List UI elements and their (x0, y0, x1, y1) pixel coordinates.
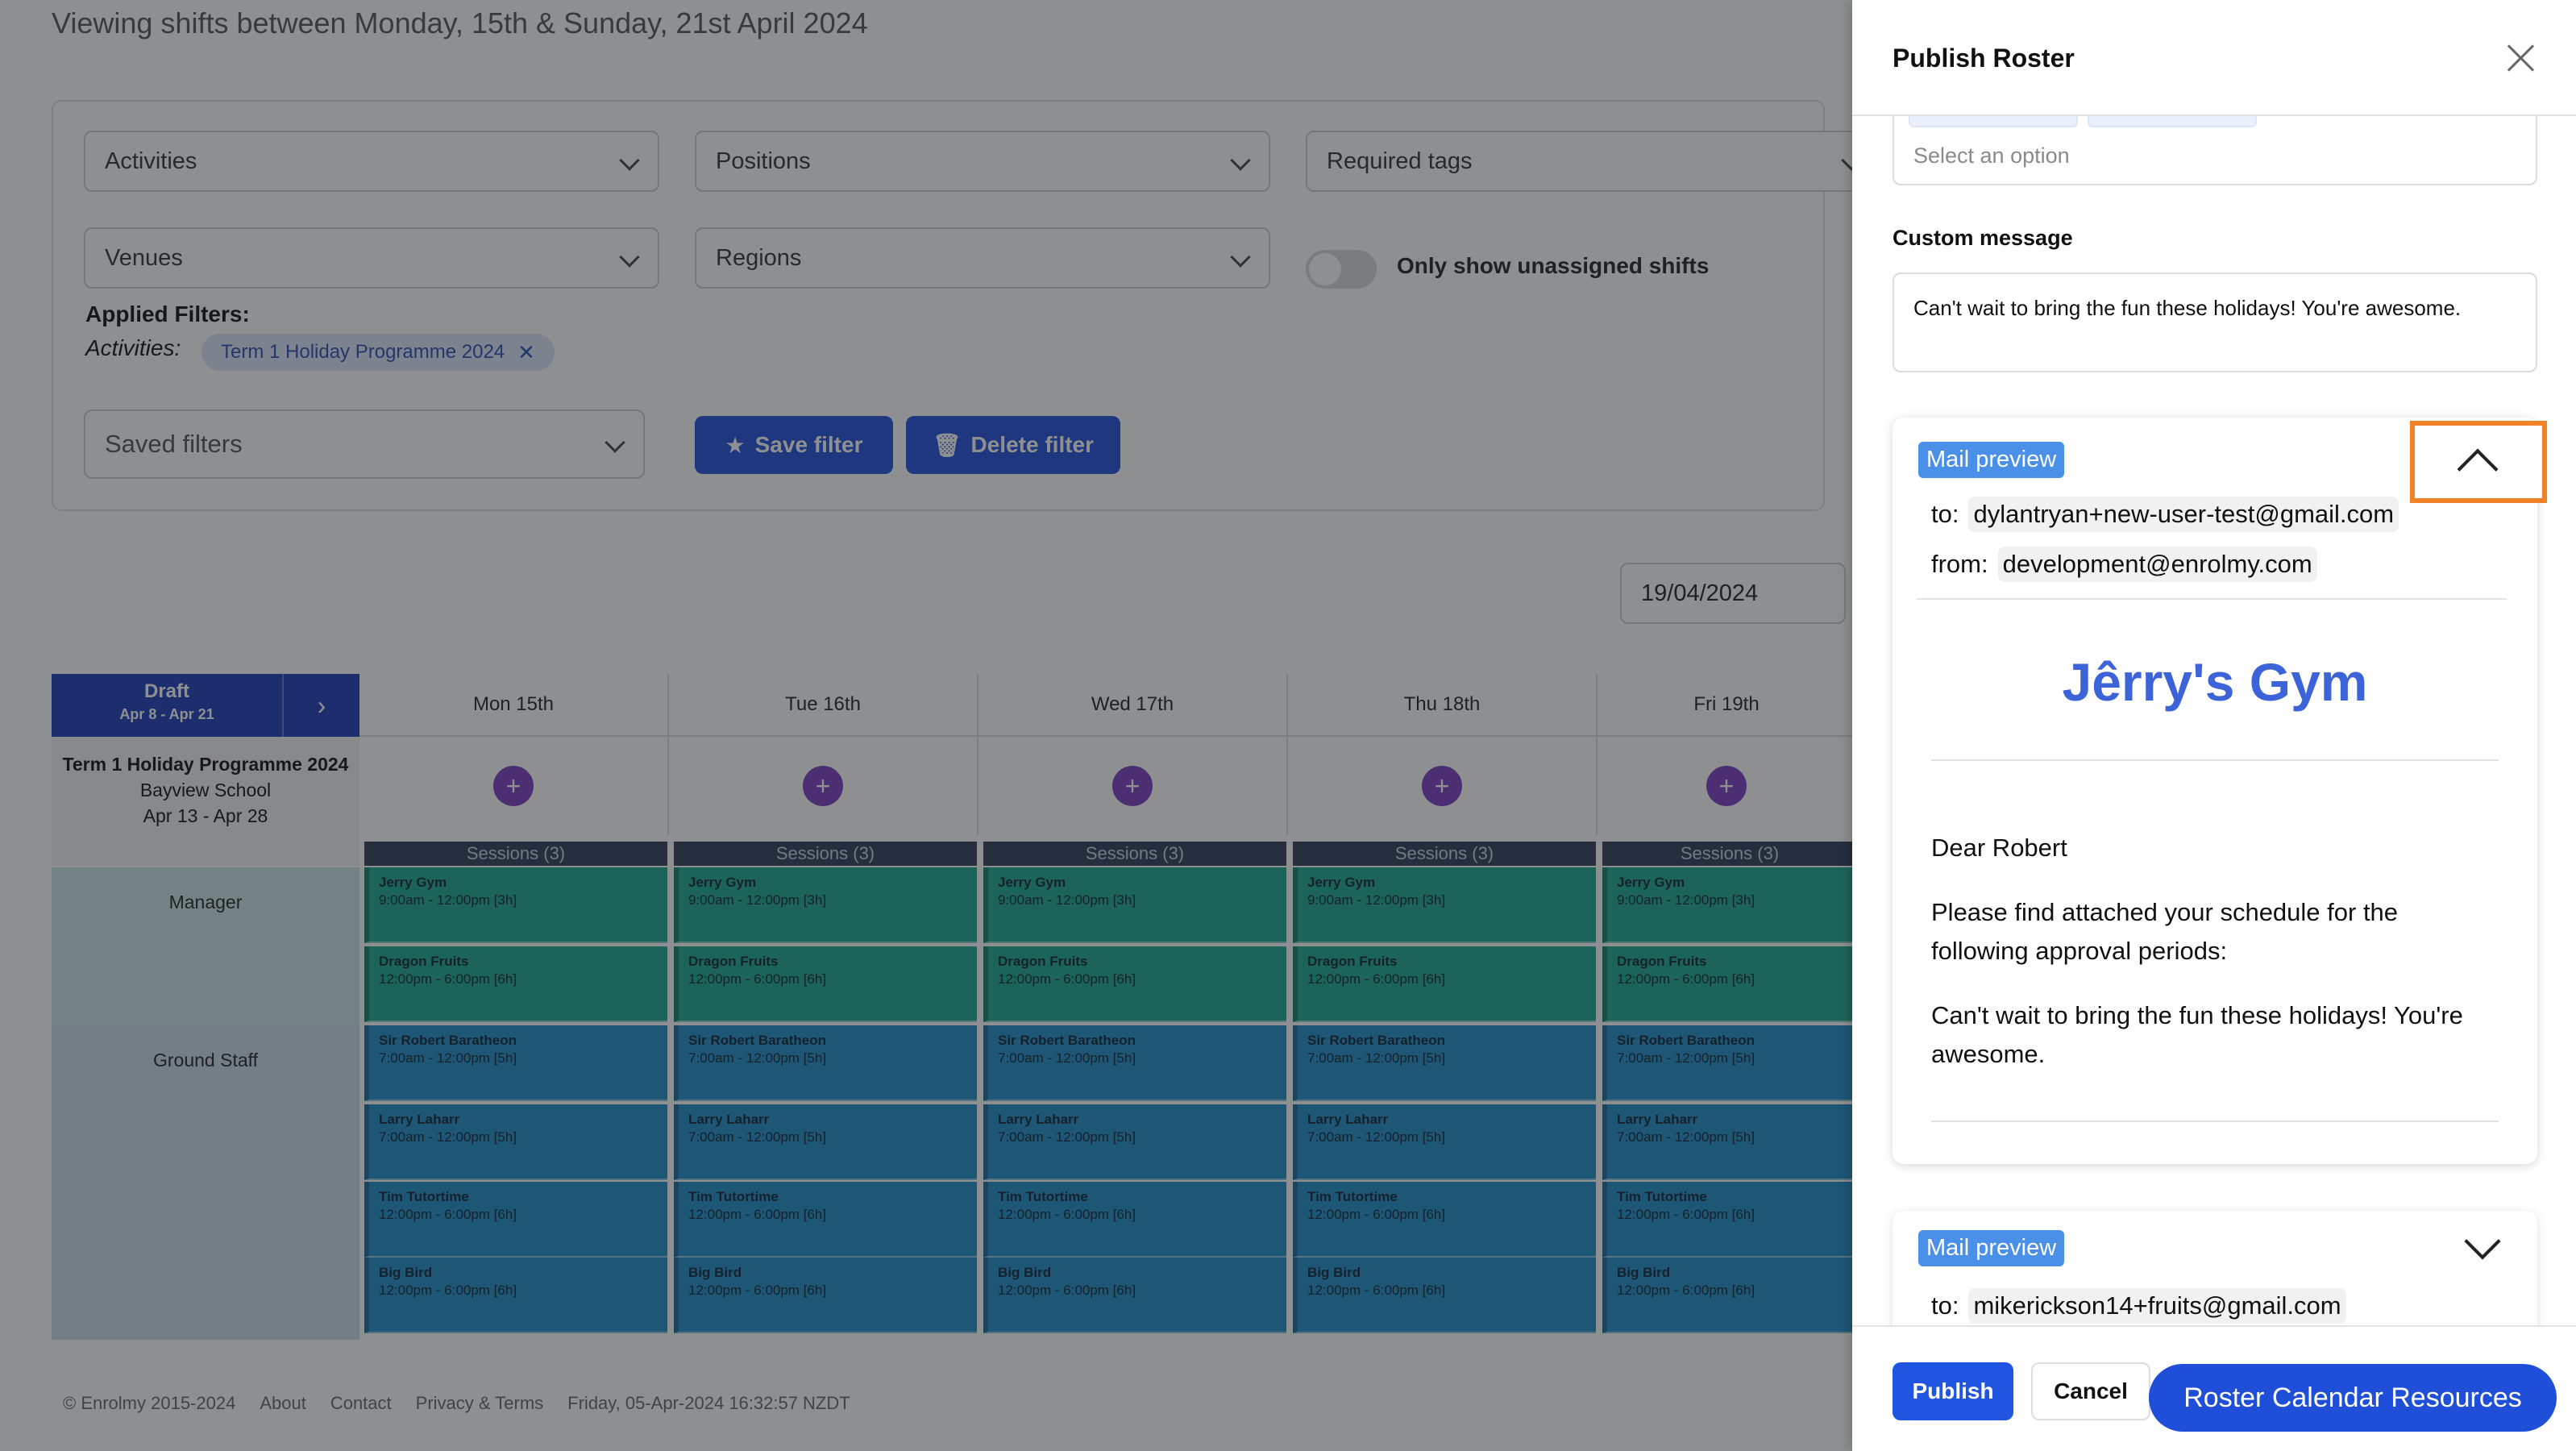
publish-roster-panel: Select an option Custom message Can't wa… (1852, 0, 2576, 1451)
panel-body: Select an option Custom message Can't wa… (1852, 116, 2576, 1325)
custom-message-label: Custom message (1893, 226, 2073, 250)
panel-title: Publish Roster (1893, 44, 2075, 73)
chevron-up-icon (2457, 448, 2499, 490)
recipients-select[interactable]: Select an option (1893, 116, 2537, 185)
panel-footer: Publish Cancel Roster Calendar Resources (1852, 1325, 2576, 1451)
mail-to-row: to: dylantryan+new-user-test@gmail.com (1931, 497, 2399, 532)
mail-brand-logo: Jêrry's Gym (2062, 652, 2368, 712)
publish-button[interactable]: Publish (1893, 1362, 2013, 1420)
mail-to-row: to: mikerickson14+fruits@gmail.com (1931, 1288, 2346, 1324)
select-placeholder: Select an option (1913, 143, 2070, 168)
mail-message: Can't wait to bring the fun these holida… (1931, 1001, 2463, 1068)
mail-to-label: to: (1931, 500, 1959, 528)
mail-preview-badge: Mail preview (1918, 1230, 2065, 1266)
divider (1931, 1120, 2499, 1122)
mail-from-row: from: development@enrolmy.com (1931, 547, 2317, 582)
close-icon[interactable] (2503, 40, 2539, 76)
cancel-button[interactable]: Cancel (2031, 1362, 2150, 1420)
mail-preview-card-2: Mail preview to: mikerickson14+fruits@gm… (1893, 1211, 2537, 1325)
collapse-preview-button[interactable] (2410, 421, 2547, 503)
mail-from-label: from: (1931, 550, 1988, 578)
divider (1917, 598, 2507, 600)
divider (1931, 759, 2499, 761)
roster-calendar-resources-button[interactable]: Roster Calendar Resources (2149, 1364, 2557, 1432)
mail-to-address: dylantryan+new-user-test@gmail.com (1968, 497, 2399, 532)
mail-greeting: Dear Robert (1931, 834, 2067, 862)
expand-preview-icon[interactable] (2464, 1223, 2501, 1260)
panel-header: Publish Roster (1852, 0, 2576, 116)
mail-to-label: to: (1931, 1291, 1959, 1320)
custom-message-textarea[interactable]: Can't wait to bring the fun these holida… (1893, 272, 2537, 372)
mail-body: Please find attached your schedule for t… (1931, 898, 2399, 965)
selected-tag (1909, 116, 2078, 127)
selected-tag (2088, 116, 2257, 127)
mail-from-address: development@enrolmy.com (1997, 547, 2317, 582)
mail-preview-card: Mail preview to: dylantryan+new-user-tes… (1893, 418, 2537, 1164)
mail-preview-badge: Mail preview (1918, 442, 2065, 478)
mail-to-address: mikerickson14+fruits@gmail.com (1968, 1288, 2346, 1324)
